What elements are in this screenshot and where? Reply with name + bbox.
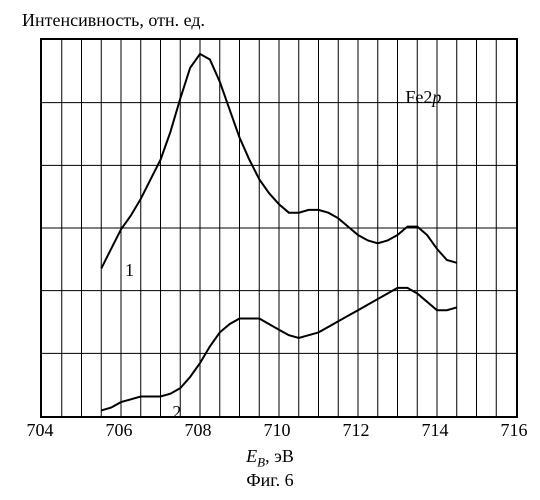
- y-axis-title: Интенсивность, отн. ед.: [22, 10, 205, 31]
- x-axis-var: E: [246, 446, 257, 466]
- x-tick-label: 706: [106, 420, 133, 441]
- x-tick-label: 714: [422, 420, 449, 441]
- plot-svg: [42, 40, 516, 416]
- x-tick-label: 708: [185, 420, 212, 441]
- x-tick-label: 716: [501, 420, 528, 441]
- plot-area: 12Fe2p: [40, 38, 518, 418]
- fe2p-annotation: Fe2p: [405, 87, 441, 108]
- x-axis-units: , эВ: [265, 446, 294, 466]
- x-axis-title: EB, эВ: [0, 446, 540, 471]
- x-tick-label: 710: [264, 420, 291, 441]
- x-tick-label: 704: [27, 420, 54, 441]
- x-tick-container: 704 706 708 710 712 714 716: [0, 420, 540, 444]
- figure-caption: Фиг. 6: [0, 470, 540, 491]
- series-1-label: 1: [125, 260, 134, 281]
- x-axis-sub: B: [257, 455, 265, 470]
- x-tick-label: 712: [343, 420, 370, 441]
